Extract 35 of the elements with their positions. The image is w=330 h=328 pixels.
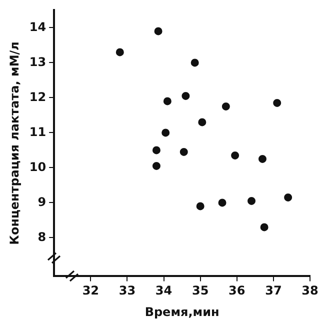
- y-tick-label: 14: [29, 20, 46, 34]
- point: [163, 97, 172, 106]
- point: [284, 193, 292, 202]
- point: [231, 151, 240, 160]
- x-axis-title: Время,мин: [144, 304, 220, 319]
- point: [182, 92, 190, 100]
- point: [152, 162, 160, 170]
- point: [154, 27, 162, 36]
- point: [116, 48, 124, 56]
- point: [258, 154, 266, 163]
- y-tick-label: 9: [38, 194, 46, 209]
- point: [198, 118, 206, 126]
- x-tick-label: 32: [82, 284, 100, 298]
- x-tick-label: 35: [192, 284, 209, 298]
- x-tick-label: 33: [118, 284, 136, 298]
- y-tick-label: 8: [38, 230, 46, 244]
- point: [260, 223, 268, 232]
- point: [218, 198, 226, 207]
- y-tick-label: 13: [29, 54, 46, 69]
- point: [152, 146, 160, 154]
- point: [248, 196, 256, 205]
- x-tick-label: 37: [265, 284, 282, 298]
- x-tick-label: 34: [155, 284, 172, 298]
- y-axis-title: Концентрация лактата, мМ/л: [7, 42, 22, 245]
- x-tick-label: 38: [302, 284, 318, 298]
- point: [196, 202, 204, 210]
- y-tick-label: 10: [29, 160, 46, 174]
- point: [162, 128, 170, 137]
- point: [273, 98, 282, 107]
- x-tick-label: 36: [228, 284, 246, 298]
- y-tick-label: 11: [29, 124, 46, 139]
- point: [222, 102, 230, 110]
- y-tick-label: 12: [29, 90, 46, 104]
- point: [180, 148, 188, 156]
- point: [190, 58, 199, 67]
